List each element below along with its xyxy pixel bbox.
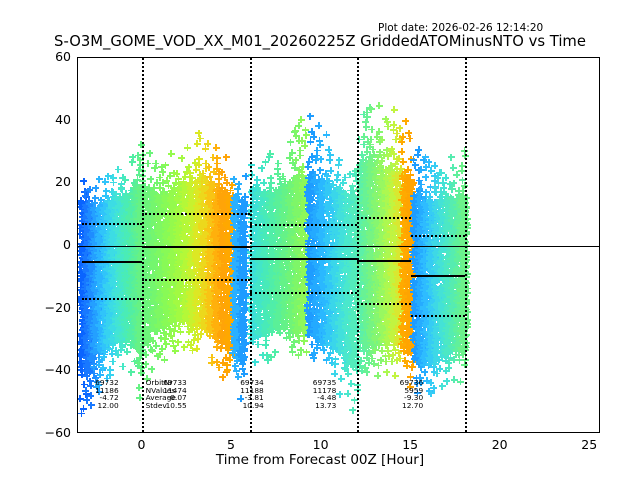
chart-title: S-O3M_GOME_VOD_XX_M01_20260225Z GriddedA… [54, 33, 586, 50]
y-tick-label: 0 [63, 237, 71, 252]
y-tick-label: −20 [44, 299, 71, 315]
y-tick-label: 20 [55, 174, 71, 190]
x-tick-label: 10 [312, 437, 329, 452]
x-tick-label: 25 [581, 437, 598, 452]
x-tick-label: 20 [491, 437, 508, 452]
y-tick-label: −60 [44, 425, 71, 440]
plot-area: OrbitNr NValues Average Stdev 69732 11186… [77, 57, 600, 433]
y-tick-label: −40 [44, 362, 71, 378]
x-tick-label: 5 [227, 437, 235, 452]
x-tick-label: 0 [137, 437, 146, 452]
plot-date-label: Plot date: 2026-02-26 12:14:20 [378, 22, 544, 34]
x-axis-label: Time from Forecast 00Z [Hour] [215, 452, 425, 468]
x-tick-label: 15 [402, 437, 419, 452]
y-tick-label: 40 [55, 111, 71, 127]
y-tick-label: 60 [55, 49, 71, 64]
